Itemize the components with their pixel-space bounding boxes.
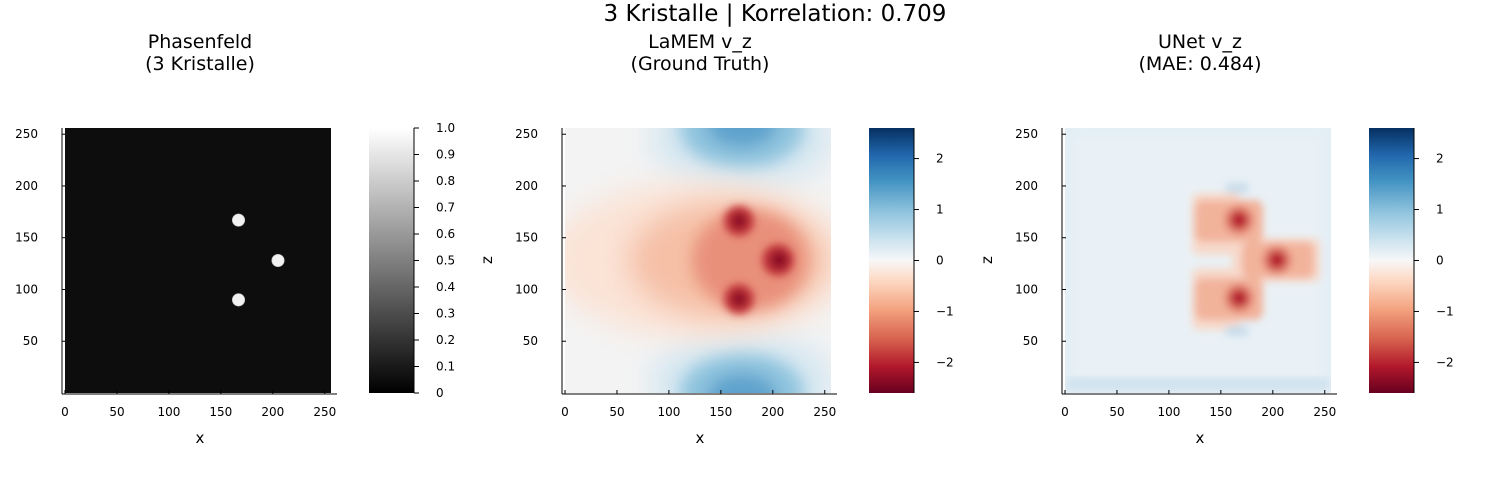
x-tick-label: 100 <box>157 405 180 419</box>
colorbar-tick-label: 0 <box>1436 254 1444 268</box>
x-tick-label: 0 <box>61 405 69 419</box>
colorbar-tick-label: 0.6 <box>436 227 455 241</box>
unet-field-image <box>1065 128 1331 393</box>
panel-3-ylabel: z <box>978 256 996 264</box>
lamem-field-image <box>565 128 831 393</box>
y-tick-label: 250 <box>515 127 538 141</box>
colorbar-tick-label: 1.0 <box>436 121 455 135</box>
colorbar-tick-label: 1 <box>1436 203 1444 217</box>
y-tick-label: 100 <box>515 282 538 296</box>
colorbar-tick-label: −2 <box>936 355 954 369</box>
x-tick-label: 0 <box>561 405 569 419</box>
y-tick-label: 250 <box>15 127 38 141</box>
panel-3-xlabel: x <box>1196 429 1205 447</box>
y-tick-label: 150 <box>1015 231 1038 245</box>
x-tick-label: 50 <box>109 405 124 419</box>
y-tick-label: 250 <box>1015 127 1038 141</box>
panel-1-title-line2: (3 Kristalle) <box>145 53 255 75</box>
crystal-marker <box>231 293 246 307</box>
y-tick-label: 100 <box>15 282 38 296</box>
colorbar-tick-label: 0.5 <box>436 254 455 268</box>
colorbar-tick-label: 0.4 <box>436 280 455 294</box>
colorbar-tick-label: 0.8 <box>436 174 455 188</box>
x-tick-label: 150 <box>709 405 732 419</box>
x-tick-label: 0 <box>1061 405 1069 419</box>
y-tick-label: 50 <box>523 334 538 348</box>
panel-2-title-line2: (Ground Truth) <box>631 53 770 75</box>
y-tick-label: 150 <box>515 231 538 245</box>
y-tick-label: 100 <box>1015 282 1038 296</box>
x-tick-label: 100 <box>657 405 680 419</box>
panel-1-title-line1: Phasenfeld <box>148 31 253 53</box>
x-tick-label: 50 <box>1109 405 1124 419</box>
colorbar-gray <box>369 128 414 393</box>
x-tick-label: 250 <box>1313 405 1336 419</box>
colorbar-tick-label: 0 <box>936 254 944 268</box>
x-tick-label: 250 <box>313 405 336 419</box>
panel-unet: UNet v_z (MAE: 0.484) <box>978 31 1454 447</box>
y-tick-label: 200 <box>15 179 38 193</box>
x-tick-label: 250 <box>813 405 836 419</box>
crystal-marker <box>231 213 246 227</box>
colorbar-tick-label: 1 <box>936 203 944 217</box>
panel-1-xlabel: x <box>196 429 205 447</box>
colorbar-rdbu-unet <box>1369 128 1414 393</box>
x-tick-label: 200 <box>761 405 784 419</box>
colorbar-rdbu-lamem <box>869 128 914 393</box>
panel-2-xlabel: x <box>696 429 705 447</box>
colorbar-tick-label: 2 <box>1436 152 1444 166</box>
crystal-marker <box>271 253 285 268</box>
panel-phasenfeld: Phasenfeld (3 Kristalle) 0 50 100 150 200 250… <box>15 31 455 447</box>
y-tick-label: 200 <box>1015 179 1038 193</box>
colorbar-tick-label: 0 <box>436 386 444 400</box>
colorbar-tick-label: 0.9 <box>436 148 455 162</box>
y-tick-label: 200 <box>515 179 538 193</box>
x-tick-label: 200 <box>261 405 284 419</box>
phase-field-background <box>65 128 331 393</box>
x-tick-label: 150 <box>1209 405 1232 419</box>
panel-3-title-line1: UNet v_z <box>1158 31 1242 53</box>
colorbar-tick-label: 0.3 <box>436 307 455 321</box>
colorbar-tick-label: −1 <box>936 304 954 318</box>
x-tick-label: 150 <box>209 405 232 419</box>
colorbar-tick-label: 0.7 <box>436 201 455 215</box>
figure-title: 3 Kristalle | Korrelation: 0.709 <box>604 1 947 27</box>
panel-2-title-line1: LaMEM v_z <box>648 31 752 53</box>
colorbar-tick-label: 2 <box>936 152 944 166</box>
panel-2-ylabel: z <box>478 256 496 264</box>
x-tick-label: 200 <box>1261 405 1284 419</box>
y-tick-label: 50 <box>1023 334 1038 348</box>
panel-3-title-line2: (MAE: 0.484) <box>1138 53 1261 75</box>
panel-lamem: LaMEM v_z (Ground Truth) <box>478 31 954 447</box>
x-tick-label: 50 <box>609 405 624 419</box>
colorbar-tick-label: 0.2 <box>436 333 455 347</box>
colorbar-tick-label: −2 <box>1436 355 1454 369</box>
y-tick-label: 50 <box>23 334 38 348</box>
colorbar-tick-label: −1 <box>1436 304 1454 318</box>
x-tick-label: 100 <box>1157 405 1180 419</box>
colorbar-tick-label: 0.1 <box>436 360 455 374</box>
y-tick-label: 150 <box>15 231 38 245</box>
